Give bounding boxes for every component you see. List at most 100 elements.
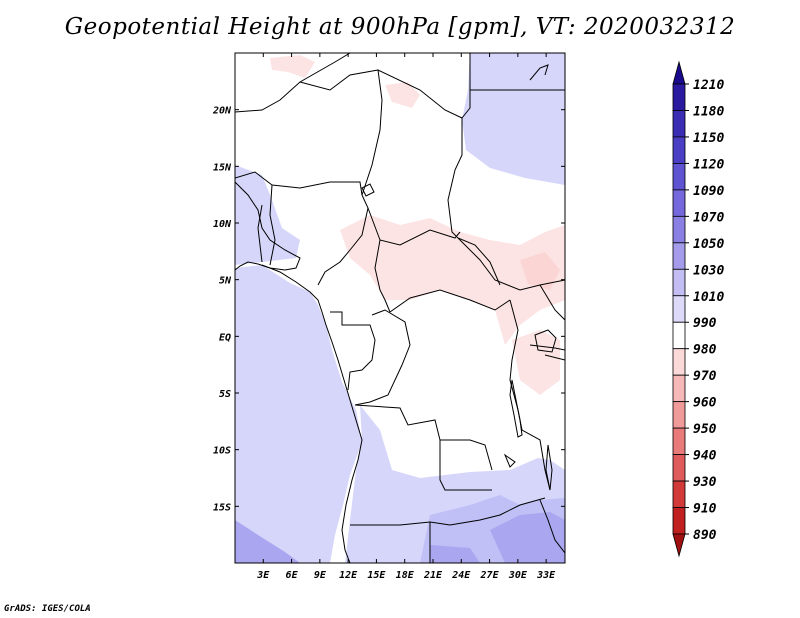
- y-tick-label: 20N: [212, 106, 232, 117]
- border-mali-niger: [235, 53, 351, 113]
- colorbar-label: 950: [693, 422, 717, 437]
- x-tick-label: 15E: [367, 570, 386, 581]
- colorbar-swatch: [672, 189, 686, 217]
- border-tanzania: [529, 344, 565, 351]
- x-tick-label: 30E: [508, 570, 528, 581]
- border-burkina: [235, 171, 273, 186]
- field-north-pink-2: [385, 82, 420, 108]
- lake-chad: [361, 183, 375, 197]
- colorbar-swatch: [672, 242, 686, 270]
- colorbar-swatch: [672, 268, 686, 297]
- border-congo-drc: [354, 309, 411, 406]
- colorbar-swatch: [672, 401, 686, 429]
- border-chad-car: [379, 229, 461, 246]
- colorbar-swatch: [672, 321, 686, 350]
- colorbar-label: 1150: [693, 131, 724, 146]
- border-togo: [257, 204, 263, 263]
- coastline-west: [235, 181, 301, 271]
- lake-malawi: [545, 444, 553, 491]
- colorbar-swatch: [672, 427, 686, 455]
- field-east-pink: [512, 330, 560, 395]
- x-tick-label: 12E: [339, 570, 358, 581]
- x-tick-label: 6E: [286, 570, 299, 581]
- y-tick-label: 15N: [213, 162, 232, 173]
- field-atlantic-blue: [235, 265, 362, 563]
- lake-tanganyika: [509, 379, 523, 438]
- coastline-east: [539, 499, 565, 554]
- x-tick-label: 24E: [451, 570, 471, 581]
- lake-kariba: [503, 453, 516, 468]
- border-drc-angola: [354, 404, 493, 471]
- colorbar-label: 990: [693, 316, 717, 331]
- colorbar-label: 980: [693, 343, 717, 358]
- border-algeria-niger: [299, 69, 383, 196]
- border-gabon-congo: [330, 311, 376, 391]
- x-tick-label: 21E: [423, 570, 443, 581]
- colorbar-label: 1030: [693, 263, 724, 278]
- border-uganda-kenya: [539, 284, 565, 321]
- colorbar-label: 1210: [693, 78, 724, 93]
- border-sudan-southsudan: [457, 237, 565, 291]
- border-car-drc: [389, 289, 511, 313]
- colorbar-swatch: [672, 83, 686, 111]
- chart-title: Geopotential Height at 900hPa [gpm], VT:…: [64, 14, 736, 40]
- colorbar-label: 940: [693, 449, 717, 464]
- map-frame: [234, 52, 566, 564]
- colorbar-swatch: [672, 454, 686, 482]
- colorbar-swatch: [672, 507, 686, 535]
- y-tick-label: 5S: [219, 389, 231, 400]
- field-northeast-blue: [462, 53, 565, 185]
- colorbar-label: 910: [693, 502, 717, 517]
- colorbar-swatch: [672, 374, 686, 403]
- x-tick-label: 9E: [314, 570, 327, 581]
- colorbar-swatch: [672, 215, 686, 244]
- colorbar-swatch: [672, 163, 686, 191]
- colorbar-swatch: [672, 480, 686, 508]
- x-tick-label: 27E: [480, 570, 500, 581]
- colorbar-label: 930: [693, 475, 717, 490]
- field-southcoast-deep: [430, 545, 480, 563]
- border-cameroon-car: [367, 207, 391, 313]
- y-tick-label: 10S: [213, 446, 231, 457]
- x-tick-label: 3E: [256, 570, 270, 581]
- field-southwest-deep: [235, 520, 300, 563]
- colorbar-swatch: [672, 533, 686, 558]
- colorbar-label: 1070: [693, 210, 724, 225]
- border-nigeria-benin: [269, 184, 276, 266]
- field-mozambique-deep: [490, 512, 565, 563]
- coastline-guinea-gulf: [261, 264, 363, 563]
- colorbar-label: 1010: [693, 290, 724, 305]
- y-tick-label: 15S: [213, 502, 231, 513]
- red-sea-coast: [529, 64, 549, 81]
- border-egypt-sudan: [461, 53, 471, 119]
- border-angola-namibia: [350, 521, 451, 526]
- y-tick-label: EQ: [219, 332, 231, 343]
- y-tick-label: 5N: [219, 276, 232, 287]
- colorbar-label: 970: [693, 369, 717, 384]
- field-guinea-blue: [235, 165, 300, 265]
- colorbar-label: 1180: [693, 104, 724, 119]
- x-axis: 3E 6E 9E 12E 15E 18E 21E 24E 27E 30E 33E: [256, 53, 556, 581]
- field-layer: [235, 53, 565, 563]
- colorbar-swatch: [672, 110, 686, 138]
- y-tick-label: 10N: [213, 219, 232, 230]
- colorbar-swatch: [672, 60, 686, 85]
- grads-credit: GrADS: IGES/COLA: [4, 604, 91, 614]
- y-axis: 20N 15N 10N 5N EQ 5S 10S 15S: [212, 106, 565, 513]
- colorbar-label: 960: [693, 396, 717, 411]
- border-libya-chad: [377, 69, 463, 171]
- colorbar-swatch: [672, 136, 686, 164]
- border-niger-nigeria: [271, 181, 363, 196]
- colorbar-swatch: [672, 295, 686, 323]
- border-kenya: [544, 354, 565, 361]
- x-tick-label: 18E: [396, 570, 415, 581]
- colorbar-label: 1090: [693, 184, 724, 199]
- colorbar: 1210 1180 1150 1120 1090 1070 1050 1030 1010 990 9…: [672, 60, 724, 558]
- colorbar-swatch: [672, 348, 686, 376]
- colorbar-label: 890: [693, 528, 717, 543]
- colorbar-label: 1120: [693, 157, 724, 172]
- lake-victoria: [534, 329, 557, 353]
- colorbar-label: 1050: [693, 237, 724, 252]
- x-tick-label: 33E: [536, 570, 556, 581]
